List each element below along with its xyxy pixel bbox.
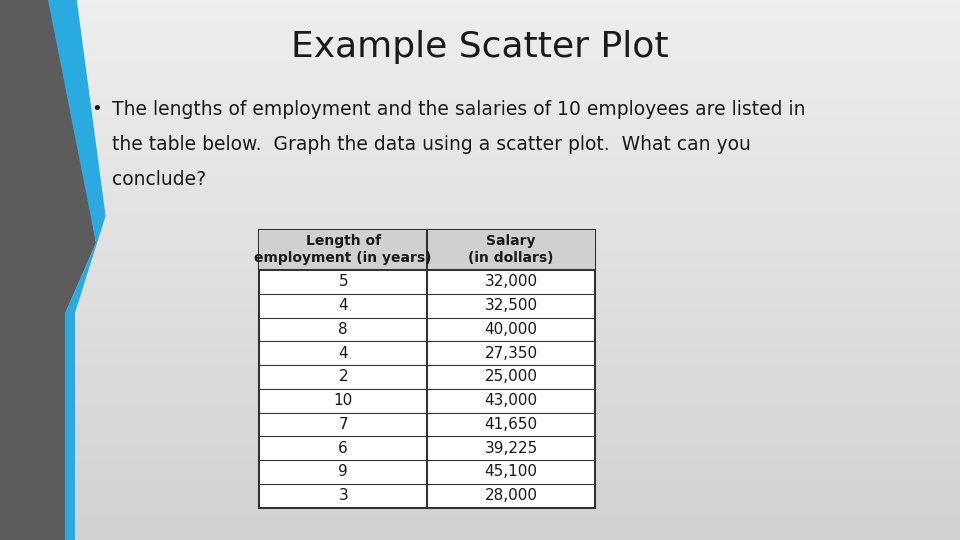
Text: 28,000: 28,000 (485, 488, 538, 503)
Text: 25,000: 25,000 (485, 369, 538, 384)
Text: 32,000: 32,000 (485, 274, 538, 289)
Text: 39,225: 39,225 (485, 441, 538, 456)
Text: Example Scatter Plot: Example Scatter Plot (291, 30, 669, 64)
Text: 43,000: 43,000 (485, 393, 538, 408)
Text: the table below.  Graph the data using a scatter plot.  What can you: the table below. Graph the data using a … (112, 135, 751, 154)
Text: 32,500: 32,500 (485, 298, 538, 313)
Text: 8: 8 (338, 322, 348, 337)
Text: 9: 9 (338, 464, 348, 480)
Text: 40,000: 40,000 (485, 322, 538, 337)
Text: 10: 10 (333, 393, 353, 408)
Text: 5: 5 (338, 274, 348, 289)
Text: 6: 6 (338, 441, 348, 456)
Text: 3: 3 (338, 488, 348, 503)
Text: 27,350: 27,350 (485, 346, 538, 361)
Text: conclude?: conclude? (112, 170, 206, 189)
Text: 2: 2 (338, 369, 348, 384)
Text: 41,650: 41,650 (485, 417, 538, 432)
Text: Salary
(in dollars): Salary (in dollars) (468, 234, 554, 265)
Text: The lengths of employment and the salaries of 10 employees are listed in: The lengths of employment and the salari… (112, 100, 805, 119)
Text: Length of
employment (in years): Length of employment (in years) (254, 234, 432, 265)
Text: 4: 4 (338, 346, 348, 361)
Text: •: • (91, 100, 102, 118)
Text: 45,100: 45,100 (485, 464, 538, 480)
Text: 4: 4 (338, 298, 348, 313)
Text: 7: 7 (338, 417, 348, 432)
